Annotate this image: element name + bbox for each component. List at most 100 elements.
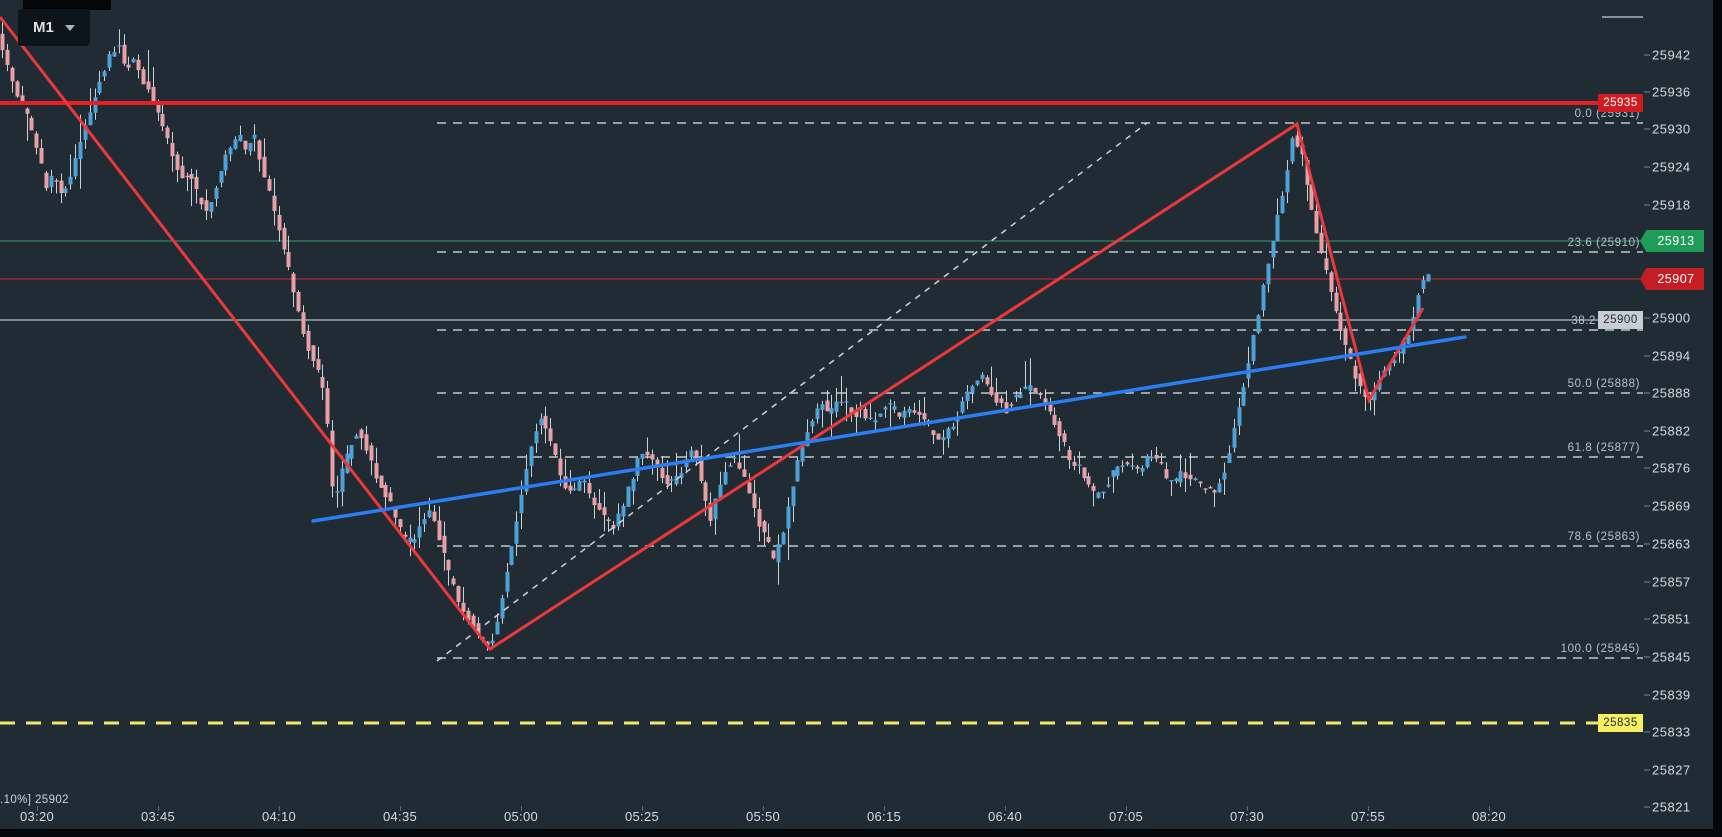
candle-body <box>1193 478 1198 481</box>
candle-body <box>277 214 282 231</box>
candle-body <box>0 33 5 51</box>
candle-body <box>1319 232 1324 254</box>
candle-body <box>398 519 403 528</box>
candle-body <box>359 429 364 439</box>
candle-body <box>1174 478 1179 482</box>
price-tag-25913: 25913 <box>1640 230 1704 252</box>
candle-body <box>776 544 781 563</box>
candle-body <box>1334 292 1339 312</box>
candle-body <box>970 386 975 393</box>
candle-body <box>122 44 127 64</box>
candle-body <box>989 386 994 395</box>
candle-body <box>1251 334 1256 361</box>
candle-body <box>199 197 204 205</box>
candle-body <box>941 437 946 441</box>
candle-body <box>1232 427 1237 448</box>
candle-body <box>747 482 752 494</box>
candle-body <box>1101 491 1106 494</box>
price-axis-label: 25845 <box>1652 649 1691 665</box>
price-axis-label: 25839 <box>1652 687 1691 703</box>
candle-body <box>39 147 44 164</box>
candle-body <box>1343 328 1348 345</box>
candle-body <box>170 143 175 157</box>
candle-body <box>1203 488 1208 490</box>
candle-body <box>286 251 291 268</box>
candle-body <box>10 67 15 82</box>
red-zigzag-trendline <box>0 16 1425 652</box>
time-axis-label: 04:35 <box>382 809 418 824</box>
candle-body <box>694 450 699 460</box>
candle-body <box>1198 481 1203 484</box>
candle-body <box>1014 394 1019 398</box>
candle-body <box>1237 407 1242 426</box>
candle-body <box>49 175 54 188</box>
candle-body <box>917 411 922 416</box>
candle-body <box>291 273 296 293</box>
candle-body <box>1057 421 1062 437</box>
candle-body <box>572 488 577 490</box>
time-axis-label: 05:25 <box>624 809 660 824</box>
candle-body <box>640 453 645 459</box>
candle-body <box>388 492 393 502</box>
candle-body <box>1183 472 1188 479</box>
candle-body <box>1271 241 1276 258</box>
time-axis-label: 05:00 <box>503 809 539 824</box>
candle-body <box>888 403 893 405</box>
candle-body <box>209 202 214 212</box>
candle-body <box>873 420 878 423</box>
candle-body <box>883 407 888 410</box>
candle-body <box>999 398 1004 403</box>
price-axis-label: 25924 <box>1652 159 1691 175</box>
candle-body <box>553 443 558 455</box>
candle-body <box>1091 485 1096 491</box>
candle-body <box>795 460 800 482</box>
candle-body <box>1023 386 1028 389</box>
candle-body <box>374 463 379 479</box>
candle-body <box>1309 184 1314 210</box>
candle-body <box>529 446 534 466</box>
candle-body <box>829 408 834 414</box>
candle-body <box>1004 402 1009 414</box>
timeframe-button[interactable]: M1 <box>18 9 90 46</box>
price-axis-label: 25827 <box>1652 762 1691 778</box>
candle-body <box>1140 468 1145 472</box>
candle-body <box>762 521 767 533</box>
candle-body <box>965 391 970 402</box>
candle-body <box>626 486 631 507</box>
candle-body <box>723 471 728 485</box>
candle-body <box>1033 387 1038 393</box>
candle-body <box>994 392 999 403</box>
collapsed-toolbar-handle[interactable] <box>1602 16 1643 18</box>
fib-label-100: 100.0 (25845) <box>1561 643 1640 655</box>
candle-body <box>354 435 359 439</box>
candle-body <box>1062 433 1067 442</box>
candle-body <box>534 431 539 444</box>
candle-body <box>1072 461 1077 466</box>
lines-under-layer <box>0 122 1643 725</box>
candle-body <box>810 421 815 427</box>
candle-body <box>766 536 771 543</box>
candle-body <box>922 413 927 420</box>
candle-body <box>490 640 495 644</box>
candle-body <box>1115 466 1120 476</box>
candle-body <box>1372 391 1377 401</box>
timeframe-label: M1 <box>33 19 54 36</box>
candle-body <box>461 602 466 612</box>
price-axis-label: 25851 <box>1652 611 1691 627</box>
candle-body <box>349 445 354 459</box>
window-edge-right <box>1713 0 1722 837</box>
candle-body <box>112 52 117 57</box>
price-axis-label: 25833 <box>1652 724 1691 740</box>
candle-body <box>1096 492 1101 499</box>
candle-body <box>665 475 670 485</box>
candle-body <box>15 81 20 97</box>
fib-labels-layer: 0.0 (25931)23.6 (25910)38.250.0 (25888)6… <box>1561 108 1640 655</box>
candle-body <box>117 45 122 47</box>
candle-body <box>1149 456 1154 459</box>
candle-body <box>660 467 665 479</box>
candle-body <box>180 165 185 179</box>
candle-body <box>1082 467 1087 478</box>
time-axis[interactable] <box>0 806 1643 829</box>
